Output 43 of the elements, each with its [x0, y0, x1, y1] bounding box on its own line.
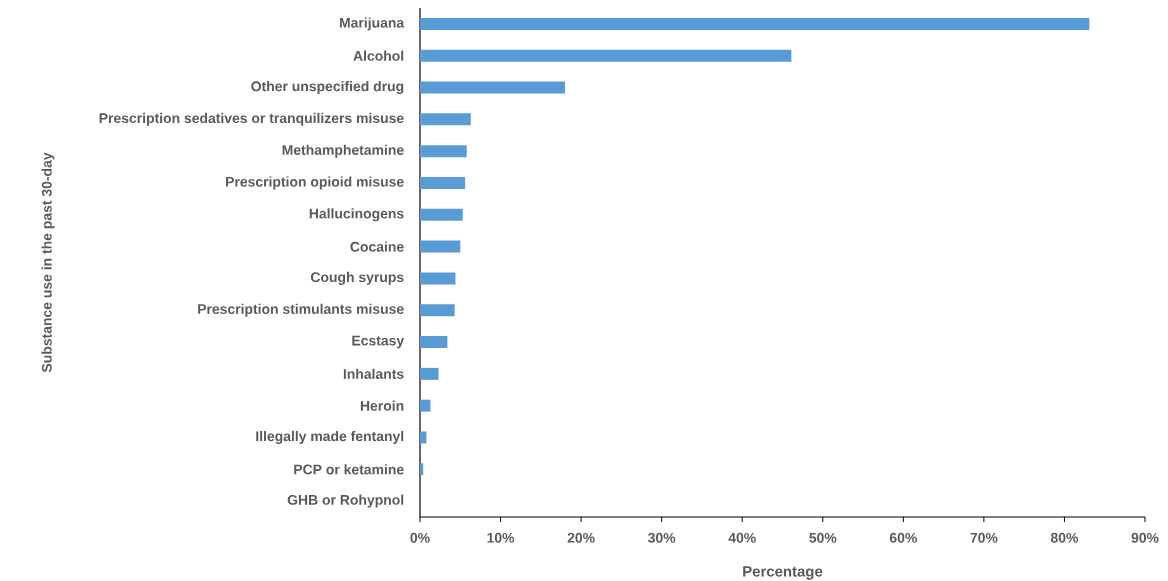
y-tick-label: Alcohol	[353, 50, 404, 61]
y-tick-label: Hallucinogens	[309, 208, 404, 222]
bar	[420, 81, 565, 94]
bar	[420, 272, 456, 285]
y-tick-label: Marijuana	[339, 17, 405, 31]
bar	[420, 145, 467, 158]
y-tick-label: Inhalants	[343, 368, 404, 379]
x-tick-label: 90%	[1131, 532, 1159, 543]
x-tick-label: 60%	[889, 532, 917, 543]
bar	[420, 336, 448, 349]
bar	[420, 49, 792, 62]
bar	[420, 304, 455, 317]
bar	[420, 208, 463, 221]
y-tick-label: Prescription opioid misuse	[226, 176, 404, 190]
y-tick-label: Ecstasy	[352, 335, 405, 349]
bar	[420, 463, 424, 476]
y-tick-label: PCP or ketamine	[294, 464, 404, 475]
bar	[420, 113, 471, 126]
x-tick-label: 0%	[410, 532, 430, 543]
bar	[420, 176, 466, 189]
y-tick-label: Cocaine	[350, 241, 404, 252]
bar	[420, 240, 461, 253]
bar	[420, 431, 427, 444]
y-tick-label: Cough syrups	[310, 271, 404, 285]
bar	[420, 399, 431, 412]
x-tick-label: 70%	[970, 532, 998, 543]
y-axis-title: Substance use in the past 30-day	[41, 152, 55, 373]
y-tick-label: Illegally made fentanyl	[256, 430, 404, 444]
x-tick-label: 40%	[728, 532, 756, 543]
x-tick-label: 50%	[809, 532, 837, 543]
bar	[420, 17, 1090, 30]
y-tick-label: Prescription sedatives or tranquilizers misuse	[99, 112, 404, 126]
x-axis-title: Percentage	[743, 566, 823, 580]
x-tick-label: 80%	[1050, 532, 1079, 543]
y-tick-label: GHB or Rohypnol	[287, 494, 404, 508]
y-tick-label: Other unspecified drug	[251, 80, 404, 95]
bar	[420, 367, 439, 380]
y-tick-label: Methamphetamine	[282, 144, 404, 158]
x-tick-label: 20%	[567, 532, 595, 543]
x-tick-label: 10%	[487, 532, 515, 543]
y-tick-label: Heroin	[360, 400, 404, 411]
y-tick-label: Prescription stimulants misuse	[198, 303, 404, 317]
x-tick-label: 30%	[648, 532, 676, 543]
